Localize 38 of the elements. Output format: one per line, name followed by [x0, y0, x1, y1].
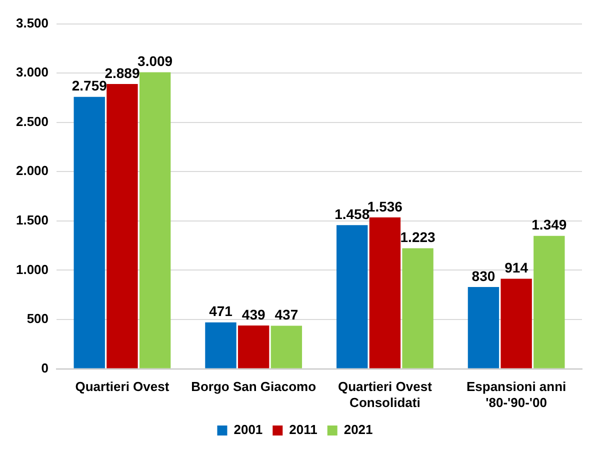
- data-label: 3.009: [138, 53, 173, 70]
- bar: [336, 225, 368, 368]
- y-tick-label: 2.000: [16, 163, 49, 178]
- y-tick-label: 3.500: [16, 15, 49, 30]
- y-tick-label: 2.500: [16, 114, 49, 129]
- data-label: 2.759: [72, 78, 108, 94]
- x-tick-label: Borgo San Giacomo: [191, 379, 316, 394]
- bar: [402, 248, 434, 368]
- bar: [139, 72, 171, 368]
- data-label: 1.458: [334, 206, 370, 222]
- y-tick-label: 3.000: [16, 64, 49, 80]
- bar: [106, 84, 138, 368]
- y-tick-label: 0: [41, 360, 49, 376]
- data-label: 2.889: [104, 64, 140, 81]
- data-label: 830: [472, 268, 496, 284]
- data-label: 437: [274, 306, 298, 323]
- bar: [74, 96, 105, 368]
- bar: [270, 326, 302, 368]
- y-tick-label: 1.500: [16, 212, 49, 228]
- bar: [238, 326, 270, 368]
- legend-label: 2021: [344, 422, 373, 438]
- legend-label: 2011: [289, 422, 318, 438]
- x-tick-label: Espansioni anni '80-'90-'00: [466, 379, 566, 410]
- bar: [468, 286, 500, 368]
- y-tick-label: 500: [26, 311, 49, 326]
- x-tick-label: Quartieri Ovest: [75, 379, 170, 394]
- x-tick-label: Quartieri Ovest Consolidati: [338, 379, 433, 410]
- data-label: 914: [504, 260, 528, 276]
- data-label: 471: [209, 303, 233, 320]
- bar: [534, 236, 565, 368]
- y-tick-label: 1.000: [16, 262, 49, 277]
- legend-label: 2001: [234, 422, 263, 438]
- bar: [500, 278, 532, 368]
- bar: [205, 322, 236, 368]
- data-label: 1.349: [532, 216, 567, 233]
- bar: [369, 217, 401, 368]
- data-label: 439: [242, 306, 266, 322]
- data-label: 1.223: [400, 229, 436, 246]
